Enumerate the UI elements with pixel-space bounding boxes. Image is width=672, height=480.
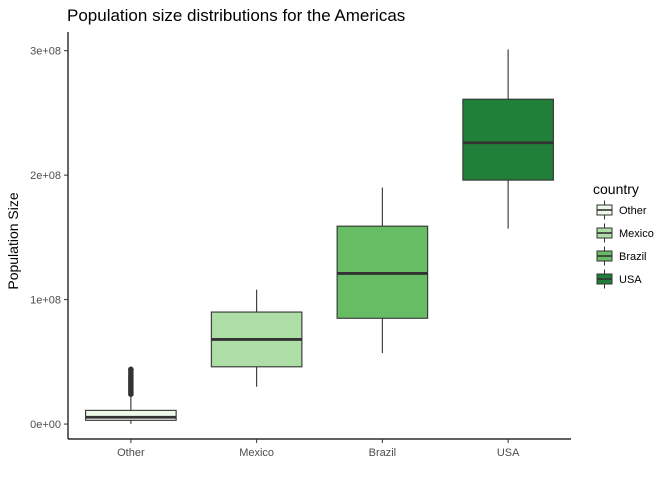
y-axis-title: Population Size [5,192,21,290]
box-other [85,409,177,421]
legend-label-mexico: Mexico [619,228,654,240]
legend-title: country [593,181,639,197]
legend: country Other Mexico Brazil USA [593,181,654,289]
box-usa [462,98,554,181]
plot-area: 0e+00 1e+08 2e+08 3e+08 Other Mexico Brazil USA [30,46,554,459]
x-tick-label: USA [497,447,520,459]
outlier-point-other [128,366,134,373]
x-tick-label: Mexico [239,447,274,459]
y-tick-label: 0e+00 [30,419,61,431]
y-tick-label: 2e+08 [30,170,61,182]
x-tick-label: Brazil [369,447,397,459]
y-tick-label: 1e+08 [30,295,61,307]
x-tick-label: Other [117,447,145,459]
legend-label-usa: USA [619,274,642,286]
legend-label-other: Other [619,205,647,217]
y-tick-label: 3e+08 [30,46,61,58]
chart-title: Population size distributions for the Am… [67,6,405,25]
legend-label-brazil: Brazil [619,251,647,263]
